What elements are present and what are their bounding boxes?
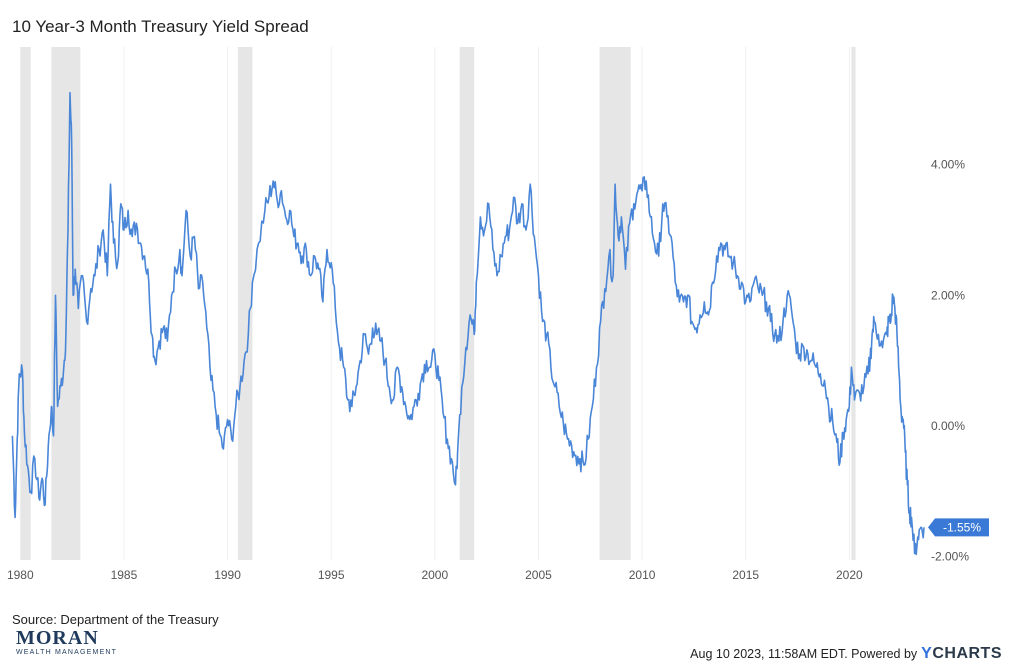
recession-band-4 xyxy=(599,47,631,560)
x-tick-1990: 1990 xyxy=(214,568,241,582)
series-lines xyxy=(11,91,925,556)
logo-sub-text: WEALTH MANAGEMENT xyxy=(16,649,118,656)
last-value-label: -1.55% xyxy=(943,520,981,534)
ycharts-logo-y: Y xyxy=(921,645,933,662)
recession-band-2 xyxy=(237,47,253,560)
ycharts-logo-text: CHARTS xyxy=(932,645,1002,662)
footer-attribution: Aug 10 2023, 11:58AM EDT. Powered by YCH… xyxy=(690,645,1002,663)
y-axis-ticks: 4.00% 2.00% 0.00% -2.00% xyxy=(931,158,969,564)
timestamp-text: Aug 10 2023, 11:58AM EDT. Powered by xyxy=(690,647,918,661)
y-tick-2: 2.00% xyxy=(931,288,965,302)
source-note: Source: Department of the Treasury xyxy=(12,612,219,627)
recession-bands xyxy=(20,47,856,560)
last-value-callout: -1.55% xyxy=(928,518,989,537)
x-axis-ticks: 1980 1985 1990 1995 2000 2005 2010 2015 2020 xyxy=(7,568,863,582)
last-value-badge xyxy=(928,518,989,537)
series-line-0 xyxy=(11,91,925,556)
y-tick--2: -2.00% xyxy=(931,550,969,564)
ycharts-logo: YCHARTS xyxy=(921,645,1002,663)
x-tick-1980: 1980 xyxy=(7,568,34,582)
recession-band-0 xyxy=(20,47,31,560)
x-tick-2000: 2000 xyxy=(421,568,448,582)
y-tick-4: 4.00% xyxy=(931,158,965,172)
recession-band-5 xyxy=(851,47,856,560)
x-tick-2015: 2015 xyxy=(732,568,759,582)
x-tick-2005: 2005 xyxy=(525,568,552,582)
chart-title: 10 Year-3 Month Treasury Yield Spread xyxy=(12,17,309,36)
x-tick-1985: 1985 xyxy=(111,568,138,582)
x-tick-2020: 2020 xyxy=(836,568,863,582)
gridlines xyxy=(19,47,850,560)
x-tick-1995: 1995 xyxy=(318,568,345,582)
recession-band-3 xyxy=(459,47,475,560)
x-tick-2010: 2010 xyxy=(629,568,656,582)
moran-logo: MORAN WEALTH MANAGEMENT xyxy=(16,628,117,657)
y-tick-0: 0.00% xyxy=(931,419,965,433)
logo-main-text: MORAN xyxy=(16,627,99,649)
